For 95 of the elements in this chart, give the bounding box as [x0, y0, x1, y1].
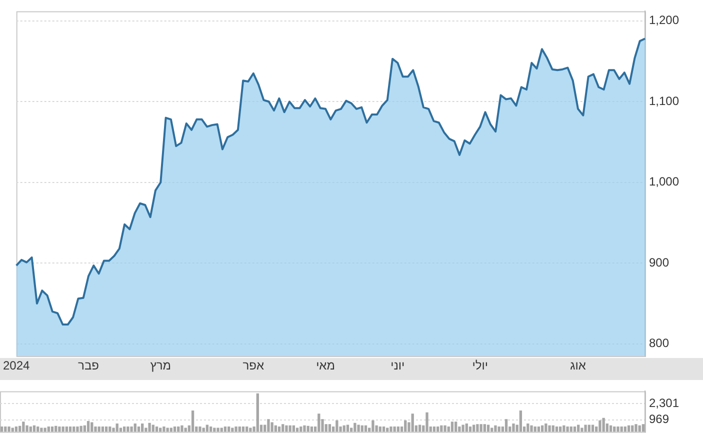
bar — [465, 423, 468, 432]
bar — [162, 426, 166, 432]
bar — [130, 426, 133, 432]
bar — [372, 420, 374, 432]
bar — [282, 424, 284, 432]
bar — [191, 410, 194, 432]
y-tick-label: 1,000 — [649, 174, 680, 189]
bar — [588, 424, 590, 432]
x-tick-label: יולי — [472, 358, 488, 373]
bar — [444, 425, 446, 432]
bar — [26, 425, 28, 432]
bar — [346, 424, 350, 432]
bar — [90, 422, 94, 432]
bar — [562, 425, 566, 432]
bar — [462, 424, 464, 432]
bar — [450, 422, 454, 432]
x-tick-label: אפר — [242, 358, 264, 373]
bar — [591, 424, 594, 432]
bar — [116, 423, 118, 432]
bar — [134, 423, 136, 432]
bar — [249, 428, 252, 432]
bar — [148, 422, 151, 432]
bar — [642, 424, 645, 432]
bar — [166, 428, 169, 432]
bar — [270, 422, 274, 432]
bar — [303, 425, 306, 432]
bar — [580, 428, 584, 432]
bar — [548, 425, 551, 432]
y-tick-label: 1,100 — [649, 94, 680, 108]
x-tick-label: פבר — [78, 358, 99, 373]
bar — [454, 422, 458, 432]
bar — [393, 426, 396, 432]
bar — [404, 420, 407, 432]
bar — [494, 425, 497, 432]
bar — [620, 426, 623, 432]
bar — [112, 428, 115, 432]
bar — [44, 428, 46, 432]
bar — [354, 422, 356, 432]
x-tick-label: אוג — [570, 358, 586, 373]
bar — [40, 428, 43, 432]
x-tick-label: מאי — [316, 358, 335, 373]
bar — [80, 426, 82, 432]
bar — [184, 428, 187, 432]
x-tick-label: מרץ — [150, 358, 171, 373]
bar — [577, 424, 580, 432]
bar — [483, 424, 486, 432]
y-tick-label: 800 — [649, 336, 670, 350]
bar — [206, 424, 209, 432]
bar — [357, 424, 360, 432]
bar — [318, 414, 320, 432]
bar — [519, 410, 522, 432]
bar — [544, 423, 548, 432]
bar — [58, 426, 61, 432]
x-tick-label: יוני — [390, 358, 405, 373]
bar — [616, 426, 620, 432]
bar — [476, 424, 479, 432]
bar — [141, 423, 144, 432]
bar — [526, 423, 530, 432]
bar — [566, 426, 569, 432]
bar — [285, 425, 288, 432]
y-tick-label: 1,200 — [649, 13, 680, 28]
bar — [288, 425, 292, 432]
bar — [411, 414, 414, 432]
bar — [216, 428, 220, 432]
bar — [530, 425, 533, 432]
bar — [472, 424, 476, 432]
bar — [76, 426, 79, 432]
bar — [602, 418, 605, 432]
bar — [256, 393, 259, 432]
bar — [480, 424, 482, 432]
bar — [152, 424, 154, 432]
bar — [504, 419, 508, 432]
y-tick-label: 969 — [649, 412, 670, 426]
y-tick-label: 2,301 — [649, 396, 680, 410]
bar — [426, 412, 428, 432]
bar — [267, 419, 270, 432]
bar — [234, 426, 238, 432]
bar — [486, 424, 490, 432]
y-tick-label: 900 — [649, 255, 670, 270]
bar — [634, 424, 638, 432]
bar — [328, 424, 332, 432]
bar — [62, 426, 64, 432]
bar — [8, 426, 10, 432]
bar — [584, 424, 587, 432]
bar — [180, 425, 184, 432]
bar — [336, 420, 338, 432]
bar — [390, 426, 392, 432]
bar — [198, 426, 202, 432]
bar — [498, 426, 500, 432]
bar — [598, 420, 602, 432]
bar — [86, 421, 90, 432]
bar — [418, 424, 422, 432]
bar — [512, 423, 515, 432]
x-tick-label: 2024 — [2, 358, 30, 373]
bar — [22, 422, 25, 432]
